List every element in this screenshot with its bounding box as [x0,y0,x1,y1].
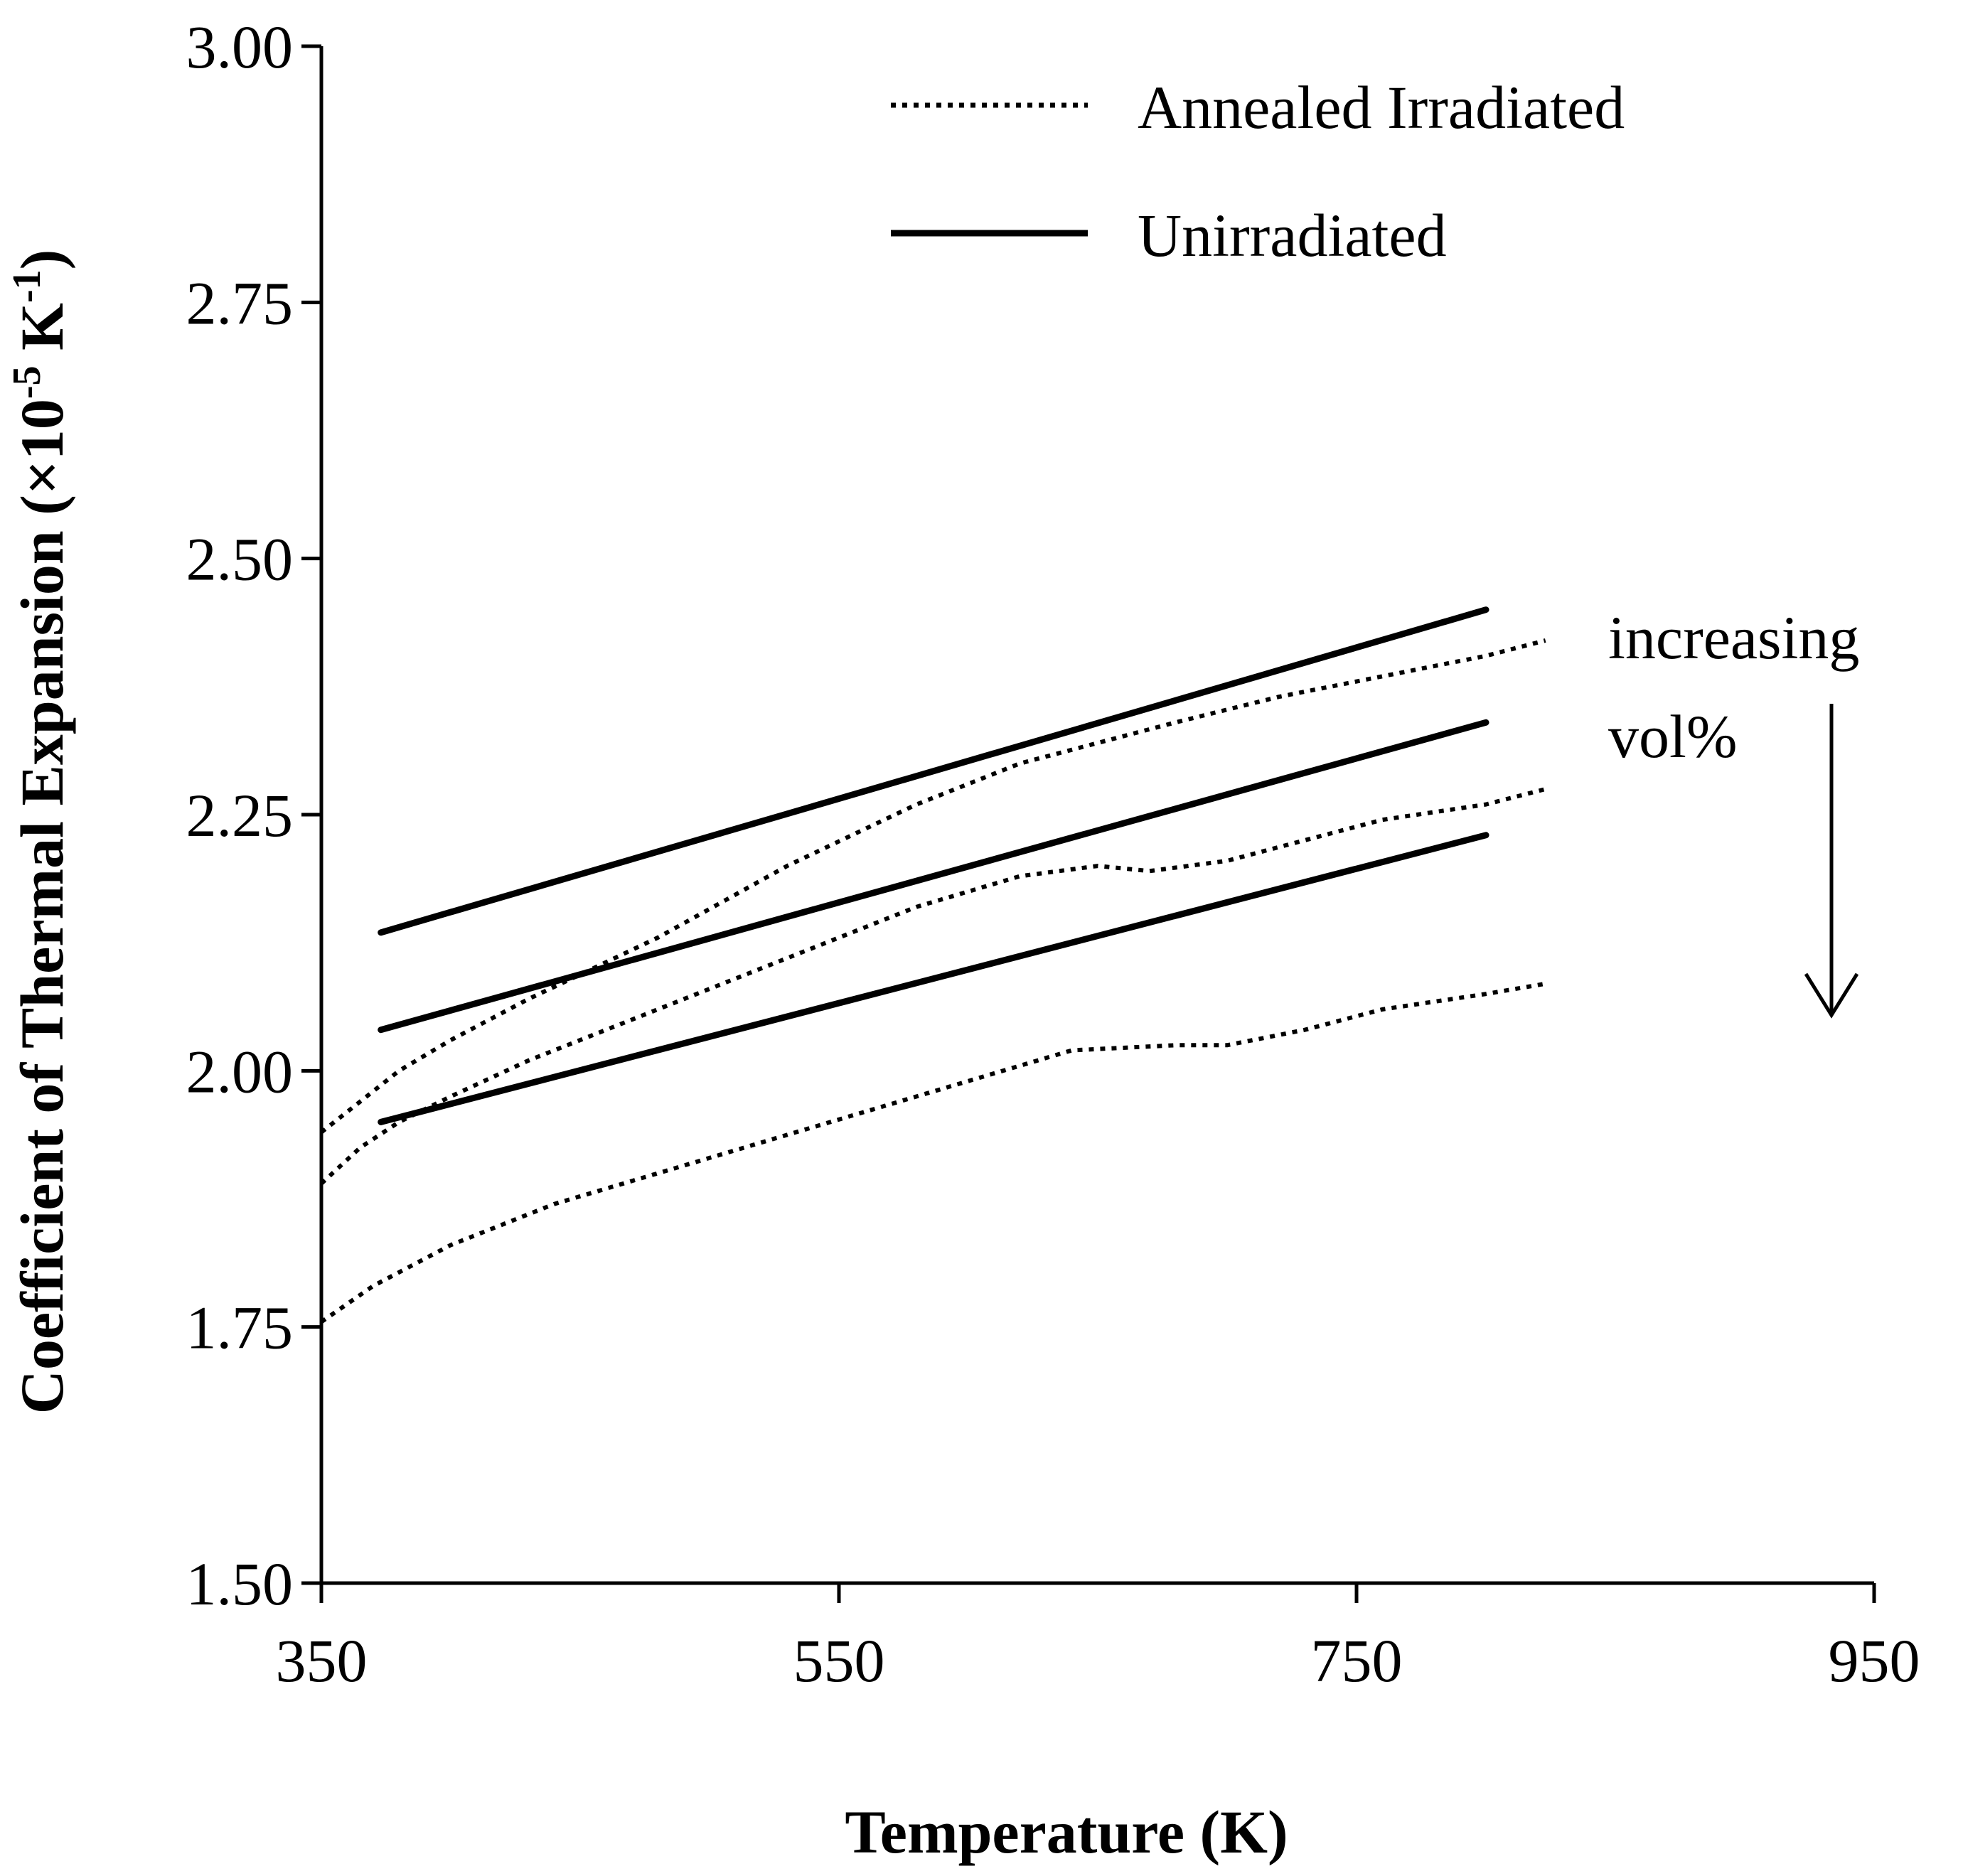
annotation: increasing vol% [1608,604,1859,1019]
series-line-unirradiated-2 [378,719,1489,1034]
y-axis-title-middle: K [8,303,76,366]
y-tick-label: 2.75 [186,269,294,337]
series-group [319,606,1546,1324]
series-line-annealed-irradiated-4 [320,638,1546,1135]
y-axis-title-exp1: -5 [5,365,49,399]
y-axis-title-prefix: Coefficient of Thermal Expansion (×10 [8,399,76,1414]
legend-label-unirradiated: Unirradiated [1138,201,1447,269]
y-tick-label: 2.25 [186,781,294,849]
x-tick-label: 750 [1311,1626,1403,1695]
y-tick-label: 2.00 [186,1037,294,1105]
annotation-line-2: vol% [1608,702,1738,771]
y-tick-label: 1.75 [186,1294,294,1362]
y-tick-label: 2.50 [186,525,294,594]
x-tick-label: 350 [276,1626,368,1695]
x-axis-title: Temperature (K) [845,1798,1288,1866]
y-axis-title-exp2: -1 [5,269,49,303]
y-tick-label: 1.50 [186,1550,294,1618]
series-line-annealed-irradiated-6 [320,981,1546,1324]
y-axis-title-suffix: ) [8,250,76,270]
y-tick-label: 3.00 [186,13,294,81]
annotation-line-1: increasing [1608,604,1859,672]
x-tick-label: 950 [1829,1626,1920,1695]
axes: 1.50 1.75 2.00 2.25 2.50 2.75 3.00 350 550 750 950 [186,13,1920,1695]
series-line-annealed-irradiated-5 [319,787,1546,1186]
annotation-arrow-head [1804,972,1859,1019]
x-tick-label: 550 [793,1626,885,1695]
legend-label-annealed-irradiated: Annealed Irradiated [1138,73,1625,141]
legend: Annealed Irradiated Unirradiated [891,73,1625,269]
series-line-unirradiated-3 [378,832,1489,1125]
series-line-unirradiated-1 [378,606,1489,936]
y-axis-title: Coefficient of Thermal Expansion (×10-5 … [5,250,76,1415]
